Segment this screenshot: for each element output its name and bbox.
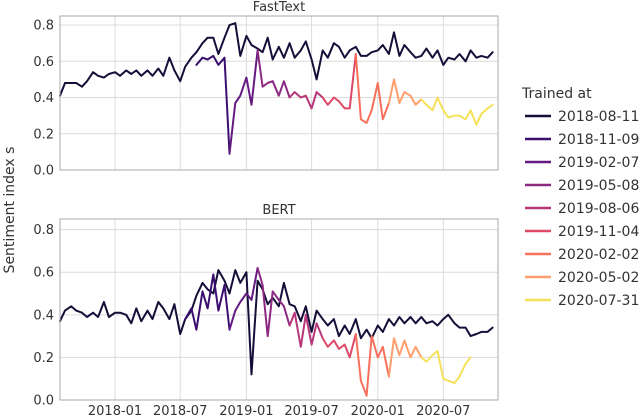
panel-fasttext: 0.0 0.2 0.4 0.6 0.8 FastText — [33, 0, 499, 179]
legend-entry: 2020-05-02 — [558, 270, 639, 286]
legend-entry: 2019-08-06 — [558, 201, 639, 217]
plot-area — [60, 219, 498, 400]
x-tick-label: 2019-07 — [284, 404, 338, 419]
series-line-2020-05-02 — [387, 78, 423, 106]
y-tick-label: 0.6 — [33, 55, 54, 70]
panel-title: FastText — [253, 0, 305, 15]
legend-entry: 2019-02-07 — [558, 155, 639, 171]
x-tick-label: 2019-01 — [219, 404, 273, 419]
series-line-2019-08-06 — [288, 91, 324, 110]
legend: Trained at 2018-08-11 2018-11-09 2019-02-0… — [521, 86, 639, 309]
legend-entry: 2020-07-31 — [558, 293, 639, 309]
y-tick-label: 0.4 — [33, 308, 54, 323]
y-tick-label: 0.8 — [33, 19, 54, 34]
y-tick-label: 0.2 — [33, 351, 54, 366]
y-tick-label: 0.0 — [33, 394, 54, 409]
x-tick-label: 2020-01 — [351, 404, 405, 419]
series-line-2020-05-02 — [387, 337, 423, 378]
y-tick-label: 0.4 — [33, 91, 54, 106]
legend-title: Trained at — [521, 86, 592, 102]
series-line-2018-08-11 — [59, 269, 494, 376]
panel-title: BERT — [262, 203, 295, 218]
series-line-2020-07-31 — [420, 350, 472, 384]
series-line-2018-08-11 — [59, 22, 494, 97]
series-line-2020-07-31 — [420, 96, 494, 126]
legend-entry: 2018-11-09 — [558, 132, 639, 148]
y-tick-label: 0.6 — [33, 266, 54, 281]
series-line-2020-02-02 — [354, 53, 390, 124]
panel-bert: 0.0 0.2 0.4 0.6 0.8 2018-01 2018-07 2019-01 2019… — [33, 203, 499, 419]
series-line-2019-05-08 — [256, 49, 291, 99]
y-tick-label: 0.0 — [33, 164, 54, 179]
legend-entry: 2019-05-08 — [558, 178, 639, 194]
legend-entry: 2018-08-11 — [558, 109, 639, 125]
plot-frame — [59, 218, 499, 401]
series-line-2019-02-07 — [228, 267, 259, 331]
x-tick-label: 2018-07 — [153, 404, 207, 419]
series-line-2018-11-09 — [195, 54, 231, 155]
series-line-2018-11-09 — [184, 273, 231, 331]
series-line-2019-08-06 — [288, 311, 324, 348]
legend-entry: 2019-11-04 — [558, 224, 639, 240]
series-line-2020-02-02 — [354, 333, 390, 397]
series-line-2019-11-04 — [321, 333, 357, 359]
y-tick-label: 0.2 — [33, 127, 54, 142]
series-line-2019-11-04 — [321, 53, 357, 110]
series-line-2019-02-07 — [228, 49, 259, 155]
x-tick-label: 2018-01 — [88, 404, 142, 419]
y-tick-label: 0.8 — [33, 223, 54, 238]
y-axis-label: Sentiment index s — [2, 147, 18, 274]
x-tick-label: 2020-07 — [416, 404, 470, 419]
series-line-2019-05-08 — [256, 267, 291, 338]
legend-entry: 2020-02-02 — [558, 247, 639, 263]
plot-frame — [59, 15, 499, 171]
